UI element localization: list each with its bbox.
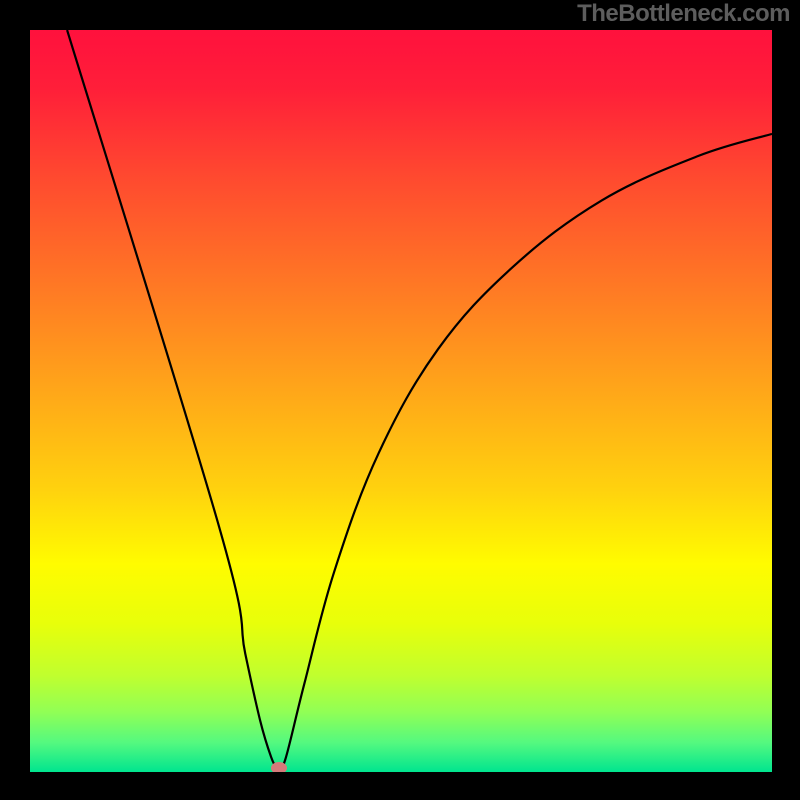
minimum-marker: [271, 762, 287, 772]
chart-frame: TheBottleneck.com: [0, 0, 800, 800]
bottleneck-curve: [30, 30, 772, 772]
watermark-text: TheBottleneck.com: [577, 0, 790, 28]
plot-area: [30, 30, 772, 772]
